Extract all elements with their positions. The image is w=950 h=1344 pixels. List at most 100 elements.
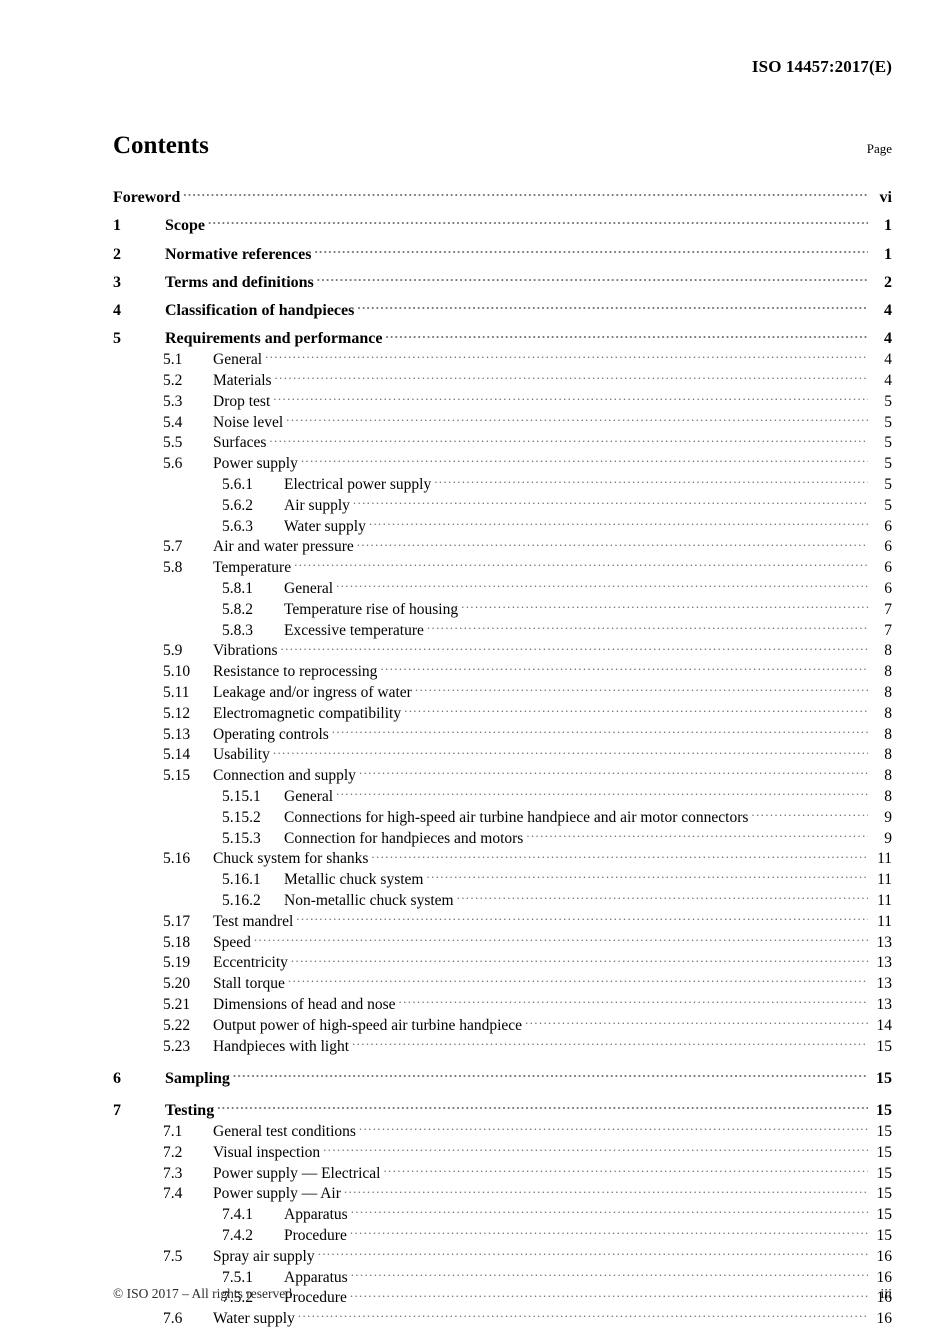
toc-leader-dots — [233, 1067, 868, 1083]
toc-entry-page-number: 4 — [884, 351, 892, 369]
toc-entry-number: 3 — [113, 273, 121, 291]
toc-entry-page-number: 2 — [884, 273, 892, 291]
toc-entry[interactable]: 5 Requirements and performance 4 — [113, 327, 892, 348]
toc-leader-dots — [461, 598, 868, 614]
toc-entry-number: 5.8.3 — [222, 621, 253, 639]
toc-entry[interactable]: 5.11 Leakage and/or ingress of water 8 — [113, 682, 892, 703]
toc-entry[interactable]: 5.20 Stall torque 13 — [113, 973, 892, 994]
toc-entry-title: Electromagnetic compatibility — [213, 704, 402, 722]
toc-entry[interactable]: 2 Normative references 1 — [113, 243, 892, 264]
toc-entry-page-number: 6 — [884, 538, 892, 556]
toc-entry[interactable]: 6 Sampling 15 — [113, 1067, 892, 1088]
toc-entry[interactable]: 5.15 Connection and supply 8 — [113, 765, 892, 786]
toc-entry[interactable]: 4 Classification of handpieces 4 — [113, 299, 892, 320]
toc-entry[interactable]: 5.1 General 4 — [113, 349, 892, 370]
toc-entry[interactable]: 7.4.1 Apparatus 15 — [113, 1204, 892, 1225]
toc-entry[interactable]: 5.6.1 Electrical power supply 5 — [113, 474, 892, 495]
toc-entry[interactable]: 7.1 General test conditions 15 — [113, 1120, 892, 1141]
toc-entry[interactable]: 5.16.2 Non-metallic chuck system 11 — [113, 890, 892, 911]
toc-entry[interactable]: 5.22 Output power of high-speed air turbi… — [113, 1014, 892, 1035]
toc-entry-page-number: 8 — [884, 725, 892, 743]
toc-leader-dots — [296, 910, 868, 926]
toc-leader-dots — [265, 349, 868, 365]
toc-leader-dots — [336, 786, 868, 802]
toc-entry[interactable]: 7 Testing 15 — [113, 1099, 892, 1120]
toc-entry-title: Stall torque — [213, 975, 285, 993]
toc-entry[interactable]: 5.15.3 Connection for handpieces and moto… — [113, 827, 892, 848]
toc-entry[interactable]: 5.6 Power supply 5 — [113, 453, 892, 474]
toc-entry[interactable]: 7.5.1 Apparatus 16 — [113, 1266, 892, 1287]
toc-entry-page-number: 5 — [884, 413, 892, 431]
toc-leader-dots — [404, 702, 868, 718]
toc-leader-dots — [318, 1245, 868, 1261]
toc-entry[interactable]: 7.2 Visual inspection 15 — [113, 1141, 892, 1162]
toc-entry-number: 2 — [113, 245, 121, 263]
toc-entry[interactable]: 5.8 Temperature 6 — [113, 557, 892, 578]
toc-entry-title: Speed — [213, 933, 251, 951]
toc-entry[interactable]: 7.6 Water supply 16 — [113, 1308, 892, 1329]
toc-entry-number: 5.13 — [163, 725, 191, 743]
toc-entry[interactable]: 5.12 Electromagnetic compatibility 8 — [113, 702, 892, 723]
toc-leader-dots — [183, 186, 868, 202]
toc-entry[interactable]: 5.17 Test mandrel 11 — [113, 910, 892, 931]
toc-entry[interactable]: 5.9 Vibrations 8 — [113, 640, 892, 661]
toc-entry[interactable]: 5.7 Air and water pressure 6 — [113, 536, 892, 557]
toc-entry-title: Surfaces — [213, 434, 267, 452]
toc-entry-title: General test conditions — [213, 1122, 356, 1140]
toc-entry[interactable]: 5.6.3 Water supply 6 — [113, 515, 892, 536]
document-header-standard-ref: ISO 14457:2017(E) — [751, 57, 892, 76]
toc-entry[interactable]: 7.3 Power supply — Electrical 15 — [113, 1162, 892, 1183]
toc-entry[interactable]: 7.5.2 Procedure 16 — [113, 1287, 892, 1308]
toc-leader-dots — [399, 993, 868, 1009]
page-title: Contents — [113, 132, 209, 159]
toc-entry-page-number: 8 — [884, 704, 892, 722]
toc-entry-title: Connection and supply — [213, 767, 356, 785]
toc-entry[interactable]: 5.6.2 Air supply 5 — [113, 494, 892, 515]
toc-entry[interactable]: 7.4 Power supply — Air 15 — [113, 1183, 892, 1204]
toc-entry[interactable]: 3 Terms and definitions 2 — [113, 271, 892, 292]
toc-entry[interactable]: 7.5 Spray air supply 16 — [113, 1245, 892, 1266]
toc-entry-title: Sampling — [165, 1069, 230, 1087]
toc-entry[interactable]: 7.4.2 Procedure 15 — [113, 1224, 892, 1245]
toc-entry-title: Procedure — [284, 1289, 347, 1307]
toc-entry[interactable]: 5.19 Eccentricity 13 — [113, 952, 892, 973]
toc-entry-title: Air and water pressure — [213, 538, 354, 556]
contents-heading-row: Contents Page — [113, 133, 892, 158]
toc-entry[interactable]: 5.13 Operating controls 8 — [113, 723, 892, 744]
toc-entry[interactable]: 5.23 Handpieces with light 15 — [113, 1035, 892, 1056]
toc-entry-number: 5.2 — [163, 372, 183, 390]
toc-entry-page-number: 8 — [884, 642, 892, 660]
toc-entry[interactable]: 5.15.2 Connections for high-speed air tur… — [113, 806, 892, 827]
toc-entry-number: 5.6 — [163, 455, 183, 473]
toc-entry[interactable]: 5.16 Chuck system for shanks 11 — [113, 848, 892, 869]
toc-leader-dots — [269, 432, 868, 448]
toc-entry[interactable]: 5.14 Usability 8 — [113, 744, 892, 765]
toc-entry[interactable]: 5.3 Drop test 5 — [113, 390, 892, 411]
toc-entry-number: 5.17 — [163, 912, 191, 930]
toc-entry-page-number: 9 — [884, 808, 892, 826]
toc-entry-number: 5.16.1 — [222, 871, 261, 889]
toc-entry[interactable]: 1 Scope 1 — [113, 214, 892, 235]
toc-entry[interactable]: 5.21 Dimensions of head and nose 13 — [113, 993, 892, 1014]
toc-leader-dots — [273, 390, 868, 406]
toc-entry[interactable]: 5.15.1 General 8 — [113, 786, 892, 807]
toc-entry[interactable]: 5.18 Speed 13 — [113, 931, 892, 952]
toc-entry[interactable]: Foreword vi — [113, 186, 892, 207]
toc-entry-number: 5.1 — [163, 351, 183, 369]
toc-entry-page-number: 13 — [876, 995, 893, 1013]
toc-entry-page-number: 15 — [876, 1102, 892, 1120]
toc-entry[interactable]: 5.2 Materials 4 — [113, 370, 892, 391]
toc-entry-number: 5.19 — [163, 954, 191, 972]
toc-entry[interactable]: 5.4 Noise level 5 — [113, 411, 892, 432]
toc-entry[interactable]: 5.8.3 Excessive temperature 7 — [113, 619, 892, 640]
toc-entry-number: 5.18 — [163, 933, 191, 951]
toc-entry[interactable]: 5.10 Resistance to reprocessing 8 — [113, 661, 892, 682]
toc-entry-title: Water supply — [284, 517, 366, 535]
toc-entry[interactable]: 5.8.1 General 6 — [113, 578, 892, 599]
toc-leader-dots — [301, 453, 868, 469]
toc-entry[interactable]: 5.5 Surfaces 5 — [113, 432, 892, 453]
toc-leader-dots — [383, 1162, 868, 1178]
toc-leader-dots — [332, 723, 868, 739]
toc-entry[interactable]: 5.8.2 Temperature rise of housing 7 — [113, 598, 892, 619]
toc-entry[interactable]: 5.16.1 Metallic chuck system 11 — [113, 869, 892, 890]
